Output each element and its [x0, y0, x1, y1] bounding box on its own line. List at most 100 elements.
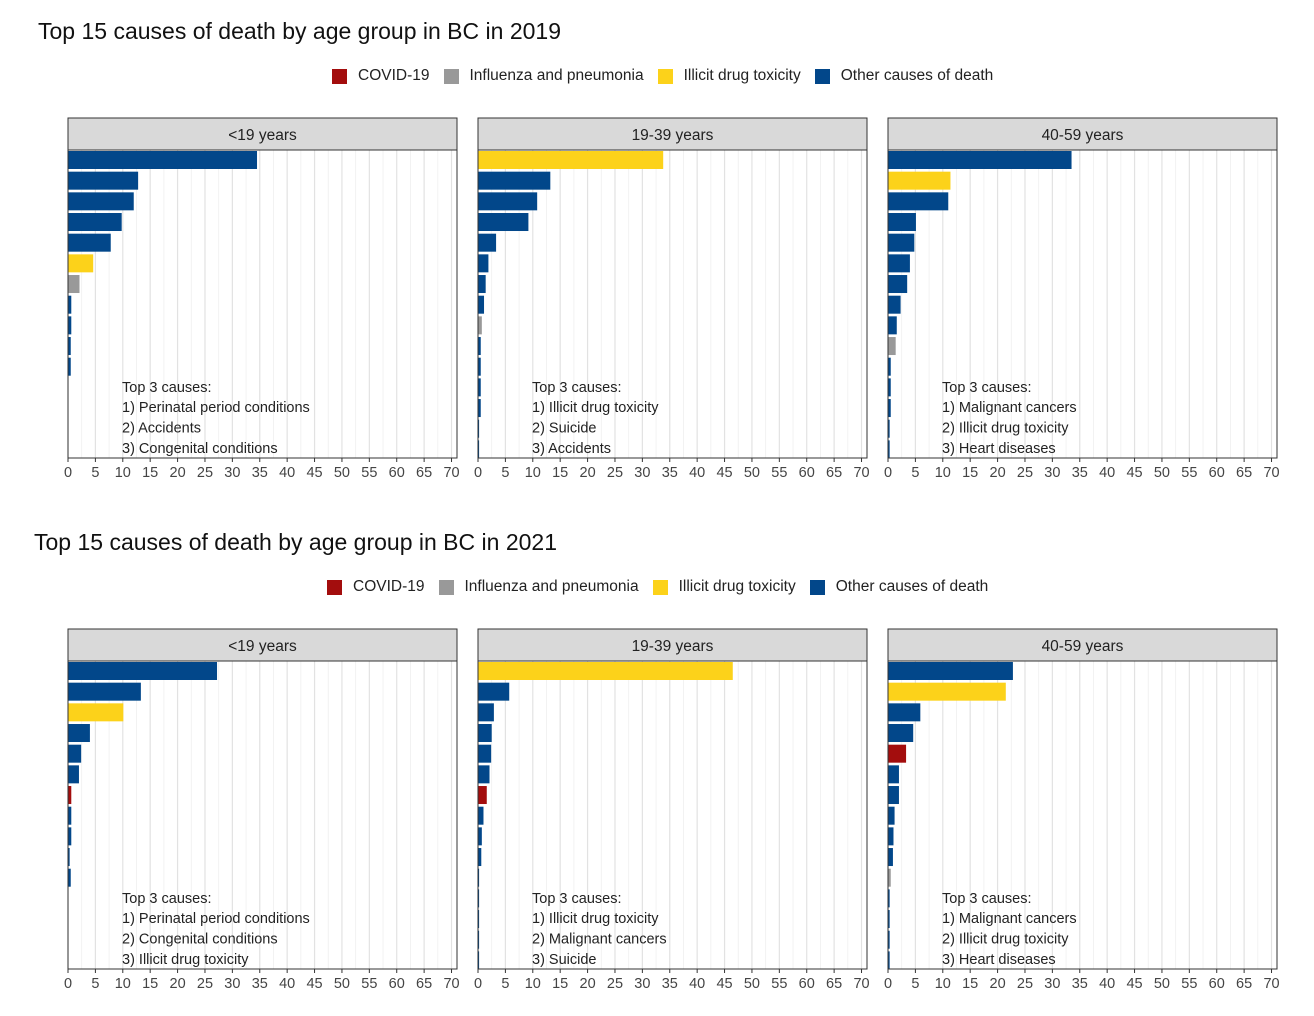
facet-strip — [67, 628, 458, 662]
panel-border — [477, 660, 868, 970]
note-line: 3) Illicit drug toxicity — [122, 952, 249, 968]
bar — [478, 275, 486, 294]
x-tick-label: 65 — [1236, 465, 1252, 481]
bar — [478, 440, 480, 459]
x-tick-label: 15 — [552, 465, 568, 481]
bar — [888, 192, 949, 211]
panel-19-years: <19 years Top 3 causes: 1) Perinatal perio… — [64, 117, 460, 481]
bar — [478, 295, 485, 314]
panel-border — [477, 149, 868, 459]
x-tick-label: 30 — [224, 465, 240, 481]
x-tick-label: 50 — [744, 976, 760, 992]
x-tick-label: 10 — [115, 465, 131, 481]
x-tick-label: 5 — [91, 976, 99, 992]
x-tick-label: 35 — [662, 976, 678, 992]
x-tick-label: 15 — [962, 465, 978, 481]
bar — [478, 151, 664, 169]
x-tick-label: 60 — [389, 976, 405, 992]
chart-panels: <19 years Top 3 causes: 1) Perinatal perio… — [64, 628, 1280, 992]
bar — [478, 827, 482, 846]
note-line: 3) Heart diseases — [942, 952, 1056, 968]
bar — [888, 724, 914, 743]
legend-swatch-drug-toxicity — [652, 579, 668, 595]
bar — [478, 744, 492, 763]
x-tick-label: 15 — [962, 976, 978, 992]
bar — [888, 910, 890, 929]
note-line: 2) Congenital conditions — [122, 932, 278, 948]
panel-40-59-years: 40-59 years Top 3 causes: 1) Malignant can… — [884, 117, 1280, 481]
chart-title: Top 15 causes of death by age group in B… — [34, 529, 557, 555]
x-tick-label: 60 — [1209, 465, 1225, 481]
bar — [478, 930, 480, 949]
plot-area — [888, 661, 1277, 969]
legend-item-influenza: Influenza and pneumonia — [438, 578, 639, 596]
legend-label-drug-toxicity: Illicit drug toxicity — [678, 578, 796, 595]
x-tick-label: 30 — [224, 976, 240, 992]
note-line: 3) Accidents — [532, 441, 611, 457]
bar — [68, 827, 72, 846]
x-tick-label: 5 — [91, 465, 99, 481]
note-line: 2) Accidents — [122, 421, 201, 437]
note-heading: Top 3 causes: — [532, 380, 621, 396]
legend-item-covid: COVID-19 — [327, 578, 425, 596]
x-tick-label: 60 — [389, 465, 405, 481]
note-heading: Top 3 causes: — [122, 380, 211, 396]
note-line: 1) Perinatal period conditions — [122, 911, 310, 927]
facet-strip — [477, 117, 868, 151]
x-tick-label: 20 — [580, 465, 596, 481]
x-tick-label: 10 — [115, 976, 131, 992]
bar — [478, 316, 482, 335]
x-tick-label: 70 — [853, 976, 869, 992]
bar — [888, 868, 891, 887]
x-tick-label: 50 — [1154, 465, 1170, 481]
note-line: 3) Congenital conditions — [122, 441, 278, 457]
legend-label-covid: COVID-19 — [358, 67, 430, 84]
x-tick-label: 70 — [1263, 465, 1279, 481]
bar — [888, 295, 901, 314]
bar — [888, 419, 890, 438]
x-tick-label: 45 — [716, 976, 732, 992]
x-tick-label: 45 — [306, 465, 322, 481]
chart-legend: COVID-19 Influenza and pneumonia Illicit… — [332, 66, 1007, 86]
bar — [68, 765, 79, 784]
bar — [888, 233, 915, 252]
x-tick-label: 0 — [64, 976, 72, 992]
bar — [68, 275, 80, 294]
panel-border — [67, 660, 458, 970]
panel-19-39-years: 19-39 years Top 3 causes: 1) Illicit drug … — [474, 117, 870, 481]
bar — [888, 889, 890, 908]
x-tick-label: 0 — [884, 976, 892, 992]
note-line: 3) Heart diseases — [942, 441, 1056, 457]
bar — [888, 765, 899, 784]
note-line: 1) Malignant cancers — [942, 400, 1077, 416]
bar — [68, 868, 71, 887]
bar — [68, 295, 72, 314]
bar — [888, 399, 891, 418]
bar — [68, 357, 71, 376]
bar — [888, 440, 890, 459]
chart-panels: <19 years Top 3 causes: 1) Perinatal perio… — [64, 117, 1280, 481]
facet-strip — [887, 628, 1278, 662]
chart-title: Top 15 causes of death by age group in B… — [38, 18, 561, 44]
note-line: 2) Illicit drug toxicity — [942, 932, 1069, 948]
legend-label-other: Other causes of death — [835, 578, 989, 595]
x-tick-label: 25 — [607, 465, 623, 481]
bar — [68, 233, 111, 252]
bar — [888, 662, 1013, 680]
legend-label-drug-toxicity: Illicit drug toxicity — [683, 67, 801, 84]
note-line: 1) Malignant cancers — [942, 911, 1077, 927]
x-tick-label: 25 — [1017, 976, 1033, 992]
note-line: 1) Illicit drug toxicity — [532, 911, 659, 927]
bar — [888, 786, 899, 805]
bar — [888, 171, 951, 190]
bar — [888, 744, 907, 763]
bar — [478, 868, 480, 887]
bar — [478, 806, 484, 825]
bar — [68, 744, 82, 763]
legend-item-covid: COVID-19 — [332, 67, 430, 85]
x-tick-label: 65 — [416, 976, 432, 992]
x-tick-label: 70 — [1263, 976, 1279, 992]
x-tick-label: 50 — [1154, 976, 1170, 992]
x-tick-label: 45 — [306, 976, 322, 992]
bar — [888, 275, 908, 294]
